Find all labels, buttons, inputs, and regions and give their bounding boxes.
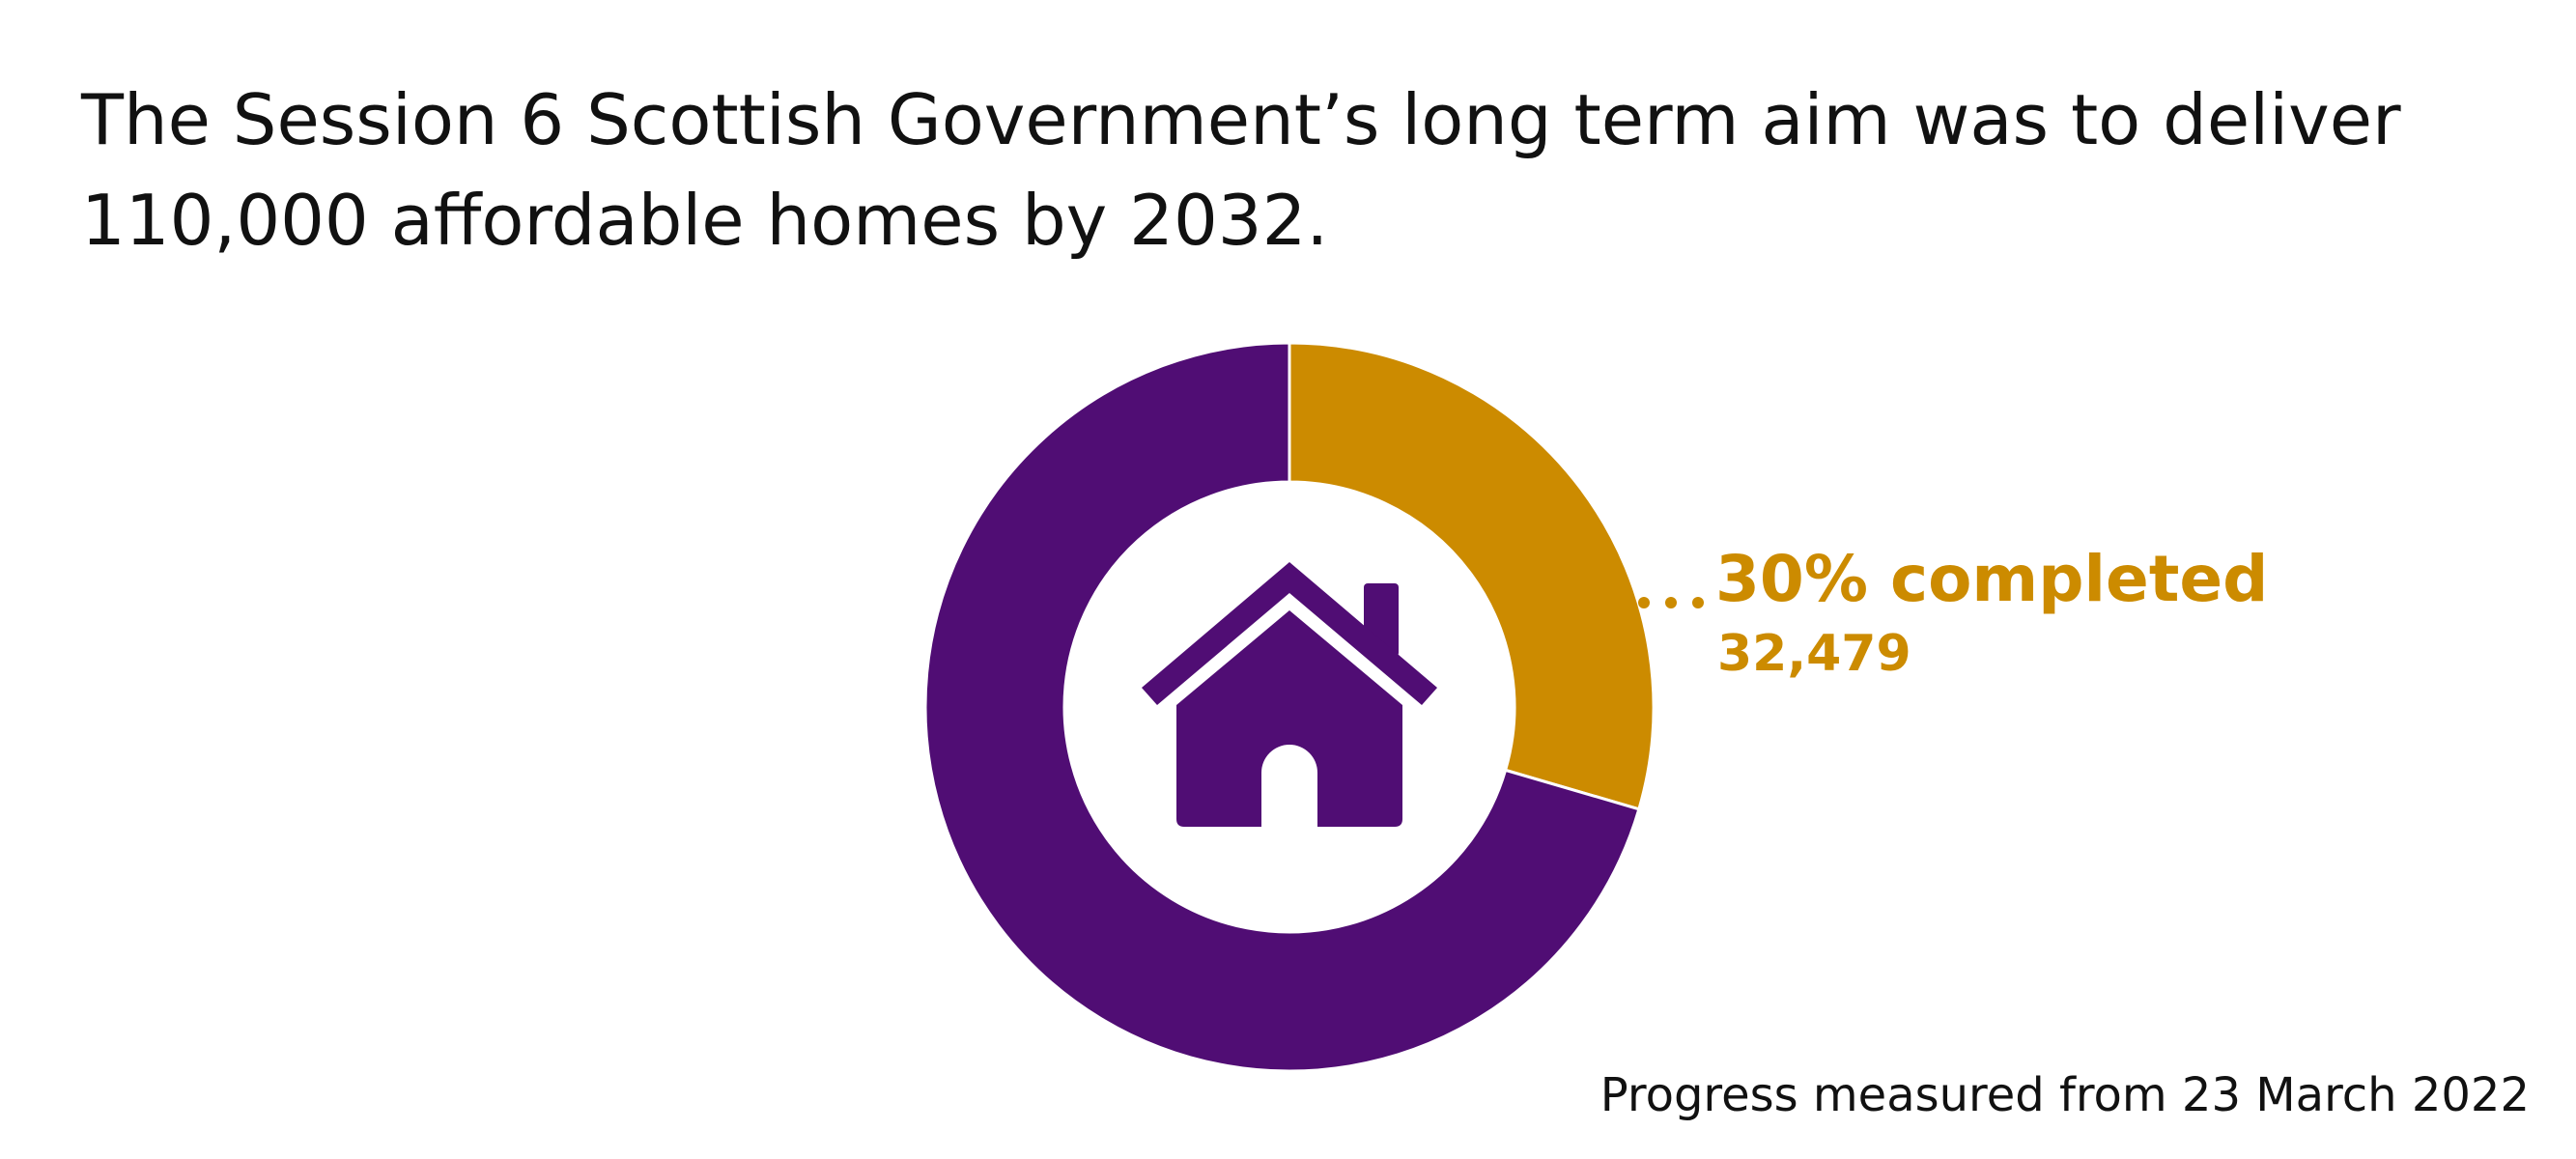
title-line-1: The Session 6 Scottish Government’s long…: [81, 79, 2401, 160]
house-icon: [1142, 562, 1437, 827]
slice-remaining: [923, 341, 1641, 1073]
label-leader: [1638, 597, 1704, 608]
title-line-2: 110,000 affordable homes by 2032.: [81, 180, 1329, 261]
slice-completed: [1288, 341, 1656, 811]
page-title: The Session 6 Scottish Government’s long…: [81, 70, 2401, 270]
completed-percent-label: 30% completed: [1715, 542, 2268, 616]
footnote: Progress measured from 23 March 2022: [1599, 1068, 2530, 1122]
donut-slices: [923, 341, 1656, 1073]
completed-value-label: 32,479: [1717, 625, 1911, 683]
